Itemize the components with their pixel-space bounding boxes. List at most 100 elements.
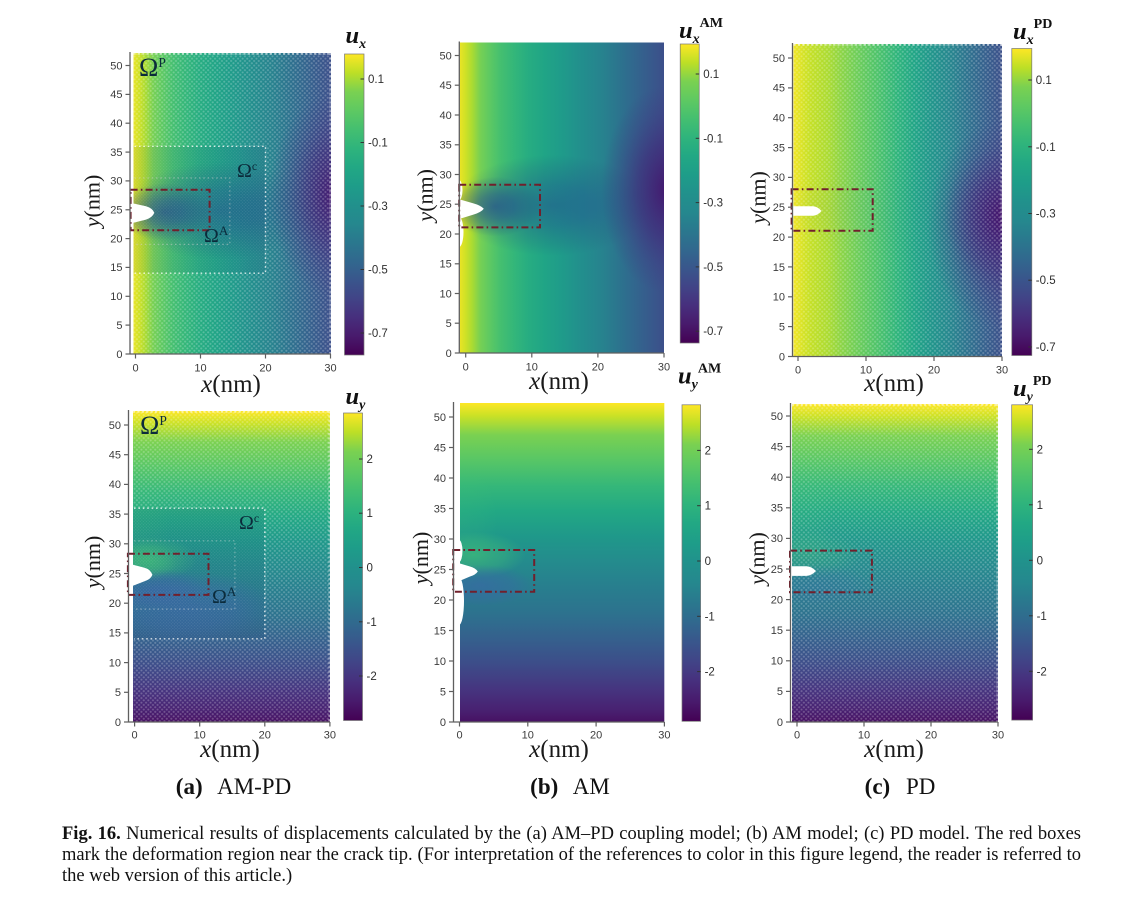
svg-text:-0.7: -0.7 xyxy=(703,326,723,338)
svg-text:0: 0 xyxy=(795,364,801,376)
svg-text:25: 25 xyxy=(434,564,446,576)
svg-text:(a) AM-PD: (a) AM-PD xyxy=(176,774,291,799)
svg-text:30: 30 xyxy=(773,172,785,184)
svg-text:10: 10 xyxy=(773,292,785,304)
svg-text:30: 30 xyxy=(996,364,1008,376)
svg-text:5: 5 xyxy=(115,687,121,699)
svg-text:30: 30 xyxy=(434,534,446,546)
svg-text:35: 35 xyxy=(440,140,452,152)
svg-text:-0.3: -0.3 xyxy=(1036,209,1056,221)
svg-text:10: 10 xyxy=(526,361,538,373)
svg-text:10: 10 xyxy=(860,364,872,376)
svg-text:30: 30 xyxy=(771,533,783,545)
svg-text:10: 10 xyxy=(194,362,206,374)
svg-text:0: 0 xyxy=(1037,555,1043,567)
svg-text:30: 30 xyxy=(110,176,122,188)
svg-text:35: 35 xyxy=(110,147,122,159)
svg-text:-1: -1 xyxy=(367,617,377,629)
svg-text:0: 0 xyxy=(116,349,122,361)
svg-text:50: 50 xyxy=(110,60,122,72)
svg-text:10: 10 xyxy=(434,656,446,668)
svg-text:30: 30 xyxy=(324,362,336,374)
svg-text:uxPD: uxPD xyxy=(1013,17,1052,48)
svg-text:-2: -2 xyxy=(367,671,377,683)
svg-text:0: 0 xyxy=(777,717,783,729)
svg-text:0: 0 xyxy=(779,351,785,363)
svg-text:5: 5 xyxy=(779,321,785,333)
svg-text:30: 30 xyxy=(324,729,336,741)
svg-text:50: 50 xyxy=(440,50,452,62)
svg-text:30: 30 xyxy=(992,729,1004,741)
svg-text:20: 20 xyxy=(110,233,122,245)
svg-text:15: 15 xyxy=(110,262,122,274)
svg-text:10: 10 xyxy=(109,657,121,669)
svg-text:40: 40 xyxy=(440,110,452,122)
svg-text:y(nm): y(nm) xyxy=(412,169,437,224)
svg-text:45: 45 xyxy=(773,83,785,95)
svg-text:20: 20 xyxy=(259,362,271,374)
svg-text:40: 40 xyxy=(110,118,122,130)
svg-text:30: 30 xyxy=(658,361,670,373)
svg-text:35: 35 xyxy=(109,509,121,521)
svg-text:y(nm): y(nm) xyxy=(80,175,105,230)
svg-text:45: 45 xyxy=(771,441,783,453)
svg-text:10: 10 xyxy=(771,656,783,668)
svg-text:20: 20 xyxy=(440,229,452,241)
svg-text:20: 20 xyxy=(434,595,446,607)
svg-text:20: 20 xyxy=(925,729,937,741)
svg-text:20: 20 xyxy=(109,598,121,610)
svg-text:5: 5 xyxy=(777,686,783,698)
svg-text:0: 0 xyxy=(132,729,138,741)
svg-text:15: 15 xyxy=(434,625,446,637)
svg-text:20: 20 xyxy=(773,232,785,244)
svg-text:40: 40 xyxy=(771,472,783,484)
svg-text:x(nm): x(nm) xyxy=(863,370,924,397)
svg-text:0: 0 xyxy=(132,362,138,374)
svg-text:35: 35 xyxy=(771,503,783,515)
svg-text:x(nm): x(nm) xyxy=(199,736,260,763)
svg-text:45: 45 xyxy=(440,80,452,92)
svg-text:50: 50 xyxy=(434,412,446,424)
svg-text:30: 30 xyxy=(109,539,121,551)
svg-text:50: 50 xyxy=(773,53,785,65)
svg-text:20: 20 xyxy=(771,594,783,606)
svg-text:-0.5: -0.5 xyxy=(703,262,723,274)
svg-text:25: 25 xyxy=(110,205,122,217)
svg-text:20: 20 xyxy=(928,364,940,376)
svg-text:10: 10 xyxy=(858,729,870,741)
svg-text:50: 50 xyxy=(109,420,121,432)
svg-text:0.1: 0.1 xyxy=(368,74,384,86)
svg-text:-0.5: -0.5 xyxy=(368,265,388,277)
svg-text:0: 0 xyxy=(440,717,446,729)
svg-text:40: 40 xyxy=(773,113,785,125)
svg-text:-0.7: -0.7 xyxy=(1036,342,1056,354)
svg-text:0.1: 0.1 xyxy=(1036,75,1052,87)
svg-text:-0.3: -0.3 xyxy=(703,198,723,210)
svg-text:-2: -2 xyxy=(705,667,715,679)
svg-text:40: 40 xyxy=(434,473,446,485)
svg-text:35: 35 xyxy=(434,503,446,515)
svg-text:5: 5 xyxy=(440,686,446,698)
svg-text:15: 15 xyxy=(440,259,452,271)
svg-text:-0.5: -0.5 xyxy=(1036,275,1056,287)
svg-text:25: 25 xyxy=(773,202,785,214)
svg-text:0: 0 xyxy=(115,717,121,729)
svg-text:x(nm): x(nm) xyxy=(863,736,924,763)
svg-text:15: 15 xyxy=(109,628,121,640)
svg-text:25: 25 xyxy=(440,199,452,211)
svg-text:0: 0 xyxy=(446,348,452,360)
svg-text:45: 45 xyxy=(434,442,446,454)
svg-text:1: 1 xyxy=(367,508,373,520)
svg-text:10: 10 xyxy=(522,729,534,741)
svg-text:40: 40 xyxy=(109,479,121,491)
svg-text:0: 0 xyxy=(705,556,711,568)
svg-text:-0.1: -0.1 xyxy=(1036,142,1056,154)
svg-text:5: 5 xyxy=(116,320,122,332)
svg-text:0: 0 xyxy=(794,729,800,741)
svg-text:45: 45 xyxy=(110,89,122,101)
svg-text:20: 20 xyxy=(592,361,604,373)
svg-text:(b) AM: (b) AM xyxy=(530,774,610,799)
svg-text:1: 1 xyxy=(1037,500,1043,512)
svg-text:20: 20 xyxy=(259,729,271,741)
svg-text:2: 2 xyxy=(1037,444,1043,456)
